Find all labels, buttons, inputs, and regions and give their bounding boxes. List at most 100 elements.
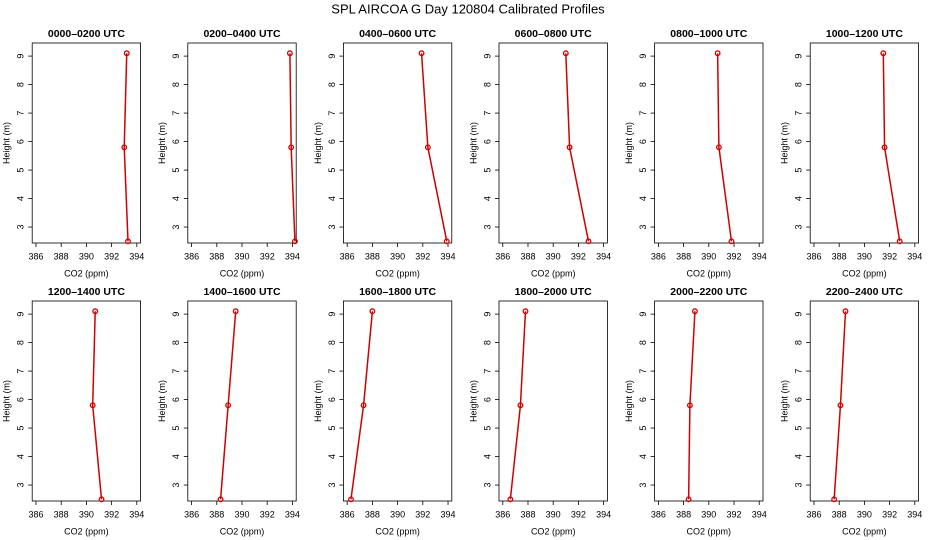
x-tick-label: 392 (104, 251, 119, 261)
y-axis-label: Height (m) (624, 122, 634, 164)
x-axis-label: CO2 (ppm) (531, 268, 576, 278)
y-tick-label: 4 (638, 454, 648, 459)
profile-line (289, 53, 296, 242)
y-tick-label: 3 (794, 483, 804, 488)
x-tick-label: 386 (495, 251, 510, 261)
profile-line (219, 311, 237, 500)
data-point (98, 496, 105, 503)
y-tick-label: 4 (327, 196, 337, 201)
y-tick-label: 9 (482, 312, 492, 317)
x-tick-label: 390 (79, 509, 94, 519)
y-tick-label: 5 (327, 168, 337, 173)
x-tick-label: 392 (882, 251, 897, 261)
y-tick-label: 7 (327, 111, 337, 116)
data-point (217, 496, 224, 503)
data-point (728, 238, 735, 245)
y-tick-label: 3 (638, 225, 648, 230)
data-point (522, 308, 529, 315)
y-tick-label: 6 (16, 397, 26, 402)
panel-title: 0800–1000 UTC (670, 28, 747, 40)
y-tick-label: 3 (794, 225, 804, 230)
plot-frame (498, 42, 608, 244)
y-axis-label: Height (m) (468, 122, 478, 164)
x-tick-label: 386 (651, 509, 666, 519)
y-tick-label: 8 (482, 82, 492, 87)
y-tick-label: 5 (638, 168, 648, 173)
x-tick-label: 390 (390, 251, 405, 261)
y-axis-label: Height (m) (157, 122, 167, 164)
y-tick-label: 9 (638, 312, 648, 317)
x-axis-label: CO2 (ppm) (687, 268, 732, 278)
profile-line (882, 53, 901, 242)
y-axis-label: Height (m) (313, 122, 323, 164)
data-point (691, 308, 698, 315)
profile-line (420, 53, 448, 242)
y-tick-label: 9 (16, 54, 26, 59)
y-tick-label: 8 (327, 82, 337, 87)
plot-frame (498, 300, 608, 502)
y-tick-label: 4 (794, 196, 804, 201)
x-tick-label: 390 (234, 509, 249, 519)
x-tick-label: 386 (806, 251, 821, 261)
y-tick-label: 5 (794, 426, 804, 431)
x-tick-label: 392 (104, 509, 119, 519)
y-axis-label: Height (m) (468, 380, 478, 422)
data-point (291, 238, 298, 245)
x-tick-label: 394 (752, 509, 767, 519)
profile-line (123, 53, 129, 242)
y-tick-label: 5 (638, 426, 648, 431)
x-axis-label: CO2 (ppm) (220, 268, 265, 278)
panel-title: 0000–0200 UTC (48, 28, 125, 40)
data-point (89, 402, 96, 409)
x-tick-label: 386 (806, 509, 821, 519)
x-tick-label: 386 (340, 251, 355, 261)
y-tick-label: 7 (16, 111, 26, 116)
profile-line (350, 311, 374, 500)
panel-title: 1400–1600 UTC (203, 286, 280, 298)
data-point (507, 496, 514, 503)
x-tick-label: 394 (441, 251, 456, 261)
x-tick-label: 394 (129, 251, 144, 261)
data-point (880, 50, 887, 57)
y-tick-label: 5 (482, 168, 492, 173)
y-tick-label: 8 (16, 82, 26, 87)
y-tick-label: 7 (171, 111, 181, 116)
y-tick-label: 5 (482, 426, 492, 431)
x-tick-label: 386 (340, 509, 355, 519)
y-axis-label: Height (m) (157, 380, 167, 422)
y-tick-label: 3 (16, 483, 26, 488)
data-point (418, 50, 425, 57)
profile-line (687, 311, 696, 500)
y-tick-label: 6 (482, 397, 492, 402)
x-tick-label: 388 (365, 251, 380, 261)
x-tick-label: 386 (495, 509, 510, 519)
data-point (286, 50, 293, 57)
data-point (714, 50, 721, 57)
y-tick-label: 6 (482, 139, 492, 144)
data-point (348, 496, 354, 503)
x-tick-label: 388 (365, 509, 380, 519)
x-tick-label: 386 (28, 509, 43, 519)
data-point (566, 144, 573, 151)
x-axis-label: CO2 (ppm) (842, 268, 887, 278)
y-tick-label: 6 (794, 139, 804, 144)
y-tick-label: 7 (171, 369, 181, 374)
x-tick-label: 392 (726, 509, 741, 519)
x-tick-label: 394 (907, 251, 922, 261)
y-tick-label: 7 (794, 369, 804, 374)
y-tick-label: 8 (794, 340, 804, 345)
y-tick-label: 9 (638, 54, 648, 59)
x-tick-label: 394 (752, 251, 767, 261)
x-tick-label: 394 (441, 509, 456, 519)
y-tick-label: 8 (638, 82, 648, 87)
profile-line (509, 311, 527, 500)
plot-frame (342, 300, 453, 502)
panel-title: 0400–0600 UTC (359, 28, 436, 40)
x-tick-label: 392 (260, 509, 275, 519)
data-point (232, 308, 239, 315)
x-axis-label: CO2 (ppm) (375, 526, 420, 536)
y-tick-label: 6 (16, 139, 26, 144)
x-tick-label: 392 (571, 509, 586, 519)
x-tick-label: 394 (596, 251, 611, 261)
